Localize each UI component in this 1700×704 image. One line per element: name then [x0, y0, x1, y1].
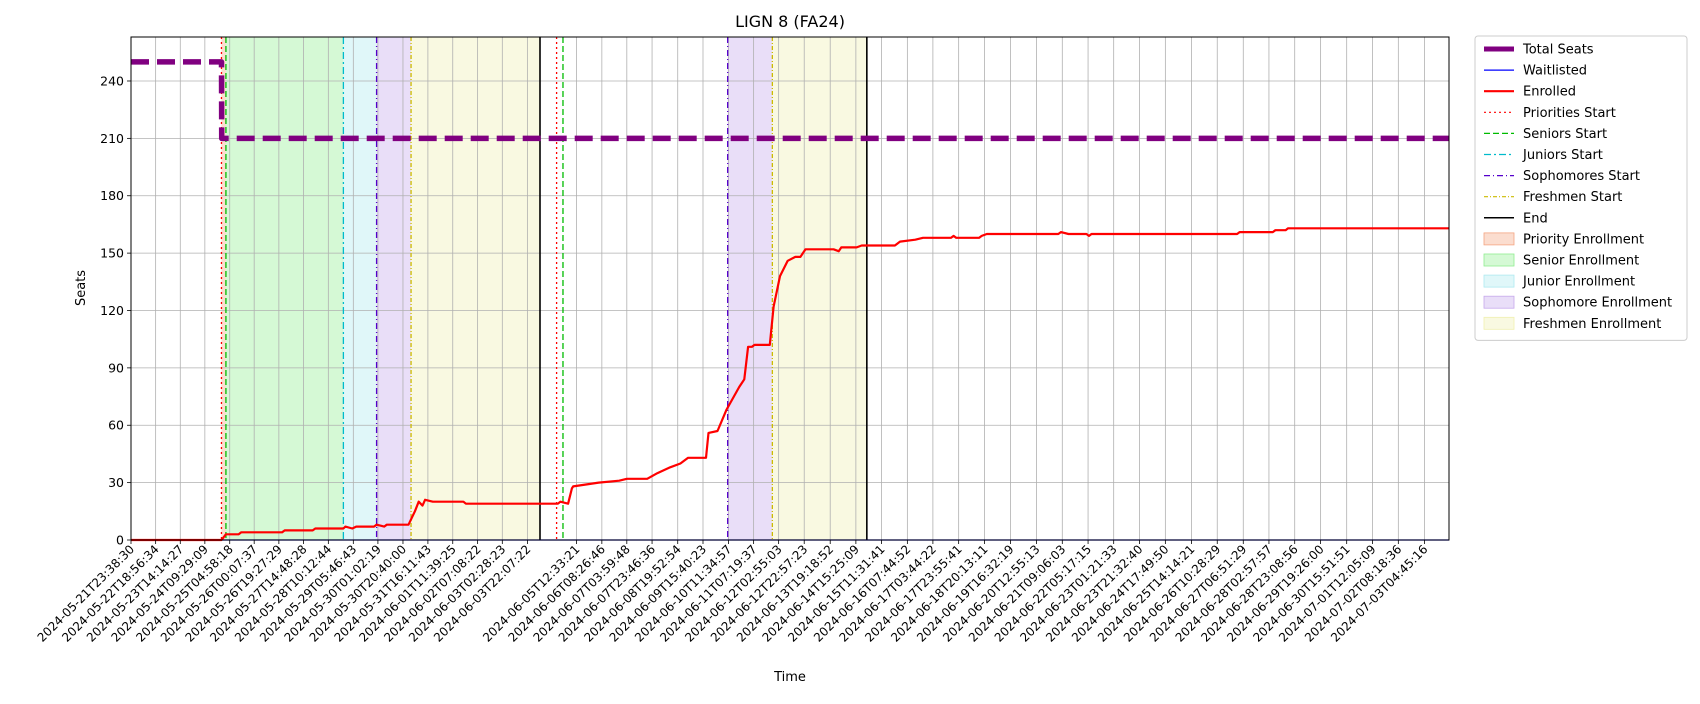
x-axis-label: Time — [773, 670, 806, 685]
phase-band — [376, 37, 412, 540]
y-tick-label: 210 — [100, 131, 124, 146]
y-tick-label: 0 — [116, 533, 124, 548]
legend-label: Priorities Start — [1523, 106, 1616, 121]
legend-patch-swatch — [1483, 316, 1515, 330]
phase-band — [772, 37, 867, 540]
phase-band — [411, 37, 540, 540]
y-tick-label: 60 — [108, 418, 124, 433]
legend: Total Seats Waitlisted Enrolled Priorities … — [1474, 35, 1688, 341]
y-tick-label: 150 — [100, 246, 124, 261]
legend-patch-swatch — [1483, 295, 1515, 309]
legend-label: End — [1523, 211, 1548, 226]
legend-label: Sophomores Start — [1523, 169, 1640, 184]
y-tick-label: 240 — [100, 73, 124, 88]
legend-label: Total Seats — [1522, 43, 1594, 58]
y-axis-label: Seats — [74, 270, 89, 306]
legend-patch-swatch — [1483, 253, 1515, 267]
y-tick-label: 180 — [100, 188, 124, 203]
legend-label: Seniors Start — [1523, 127, 1607, 142]
y-axis-ticks: 0 30 60 90 120 150 180 210 240 — [100, 73, 131, 548]
phase-band — [221, 37, 226, 540]
y-tick-label: 30 — [108, 475, 124, 490]
y-tick-label: 90 — [108, 360, 124, 375]
legend-label: Freshmen Enrollment — [1523, 317, 1661, 332]
legend-patch-swatch — [1483, 274, 1515, 288]
legend-label: Junior Enrollment — [1522, 275, 1635, 290]
plot-frame — [130, 36, 1450, 541]
legend-box — [1474, 35, 1688, 341]
grid-lines — [130, 37, 1449, 541]
legend-label: Sophomore Enrollment — [1523, 296, 1672, 311]
phase-band — [343, 37, 377, 540]
series-line — [131, 59, 1449, 142]
legend-patch-swatch — [1483, 232, 1515, 246]
legend-label: Juniors Start — [1522, 148, 1603, 163]
phase-markers — [220, 37, 868, 540]
legend-label: Waitlisted — [1523, 64, 1587, 79]
legend-label: Freshmen Start — [1523, 190, 1622, 205]
y-tick-label: 120 — [100, 303, 124, 318]
legend-label: Enrolled — [1523, 85, 1576, 100]
legend-label: Priority Enrollment — [1523, 232, 1644, 247]
phase-band — [225, 37, 344, 540]
legend-label: Senior Enrollment — [1523, 254, 1639, 269]
phase-shading — [221, 37, 867, 540]
chart-title: LIGN 8 (FA24) — [735, 12, 845, 31]
phase-band — [727, 37, 773, 540]
series-line — [131, 227, 1449, 542]
x-axis-ticks: 2024-05-21T23:38:302024-05-22T18:56:3420… — [35, 540, 1431, 645]
